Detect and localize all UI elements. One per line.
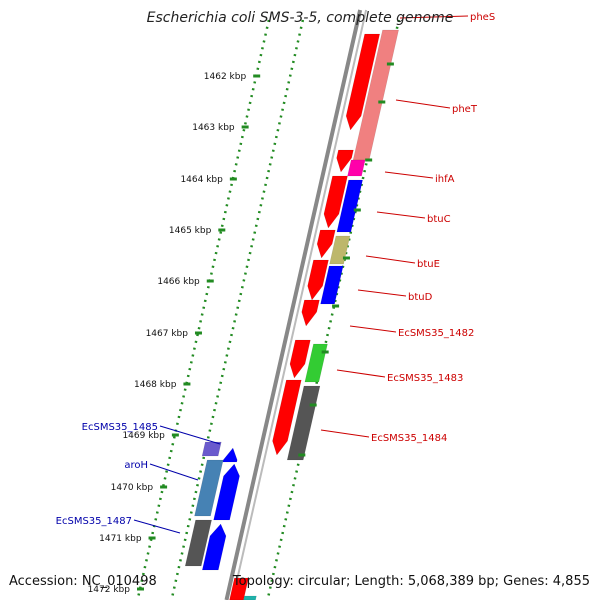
gene-label[interactable]: ihfA: [435, 174, 455, 185]
gene-label[interactable]: btuC: [427, 214, 451, 225]
gene-label[interactable]: aroH: [124, 460, 148, 471]
leader-line: [376, 211, 426, 219]
aroH-feature[interactable]: [194, 459, 224, 517]
tick-label: 1469 kbp: [122, 431, 165, 441]
pheT-adjacent-feature[interactable]: [336, 149, 354, 173]
leader-line: [399, 15, 469, 19]
gene-label[interactable]: pheT: [452, 104, 478, 115]
leader-line: [357, 289, 407, 297]
tick-label: 1472 kbp: [88, 585, 131, 595]
leader-line: [349, 325, 397, 333]
EcSMS35_1483-adjacent-feature[interactable]: [289, 339, 311, 379]
EcSMS35_1487-arrow[interactable]: [201, 523, 227, 571]
gene-label[interactable]: EcSMS35_1485: [82, 422, 158, 433]
tick-label: 1464 kbp: [180, 175, 223, 185]
tick-label: 1471 kbp: [99, 534, 142, 544]
tick-marks: [136, 62, 394, 591]
EcSMS35_1485-arrow[interactable]: [222, 447, 238, 463]
tick-label: 1463 kbp: [192, 123, 235, 133]
tick-label: 1467 kbp: [146, 329, 189, 339]
backbone-line: [224, 9, 363, 600]
tick-label: 1466 kbp: [157, 277, 200, 287]
pheS-feature[interactable]: [345, 33, 381, 131]
leader-line: [384, 171, 434, 179]
accession-label: Accession: NC_010498: [9, 574, 157, 589]
leader-line: [320, 429, 370, 438]
topology-label: Topology: circular; Length: 5,068,389 bp…: [232, 574, 590, 589]
EcSMS35_1484-adjacent-feature[interactable]: [272, 379, 302, 456]
EcSMS35_1485-feature[interactable]: [201, 441, 222, 457]
gene-label[interactable]: pheS: [470, 12, 495, 23]
btuD-adjacent-feature[interactable]: [307, 259, 329, 301]
tick-label: 1468 kbp: [134, 380, 177, 390]
btuD-feature[interactable]: [320, 265, 344, 305]
leader-line: [395, 99, 451, 109]
btuC-feature[interactable]: [336, 179, 363, 233]
tick-label: 1470 kbp: [111, 483, 154, 493]
leader-line: [149, 463, 199, 481]
bottom-feature-2[interactable]: [243, 595, 257, 600]
tick-label: 1465 kbp: [169, 226, 212, 236]
gene-label[interactable]: btuE: [417, 259, 440, 270]
aroH-arrow[interactable]: [213, 463, 240, 521]
bottom-feature[interactable]: [229, 577, 249, 600]
guide-line: [136, 19, 271, 600]
backbone-line: [231, 9, 368, 600]
leader-line: [336, 369, 386, 378]
guide-line: [170, 19, 305, 600]
leader-line: [159, 425, 221, 445]
map-title: Escherichia coli SMS-3-5, complete genom…: [146, 10, 454, 26]
gene-label[interactable]: btuD: [408, 292, 433, 303]
leader-line: [133, 519, 181, 534]
gene-label[interactable]: EcSMS35_1484: [371, 433, 447, 444]
leader-line: [365, 255, 416, 264]
ihfA-feature[interactable]: [347, 159, 366, 177]
gene-label[interactable]: EcSMS35_1487: [56, 516, 132, 527]
gene-label[interactable]: EcSMS35_1482: [398, 328, 474, 339]
btuC-adjacent-feature[interactable]: [323, 175, 348, 229]
btuE-adjacent-feature[interactable]: [316, 229, 336, 259]
tick-label: 1462 kbp: [204, 72, 247, 82]
EcSMS35_1482-adjacent-feature[interactable]: [301, 299, 320, 327]
gene-features: [184, 29, 399, 600]
gene-labels: 1462 kbp 1463 kbp 1464 kbp 1465 kbp 1466 kbp…: [56, 12, 496, 595]
EcSMS35_1487-feature[interactable]: [184, 519, 212, 567]
backbone: [224, 9, 368, 600]
gene-label[interactable]: EcSMS35_1483: [387, 373, 463, 384]
